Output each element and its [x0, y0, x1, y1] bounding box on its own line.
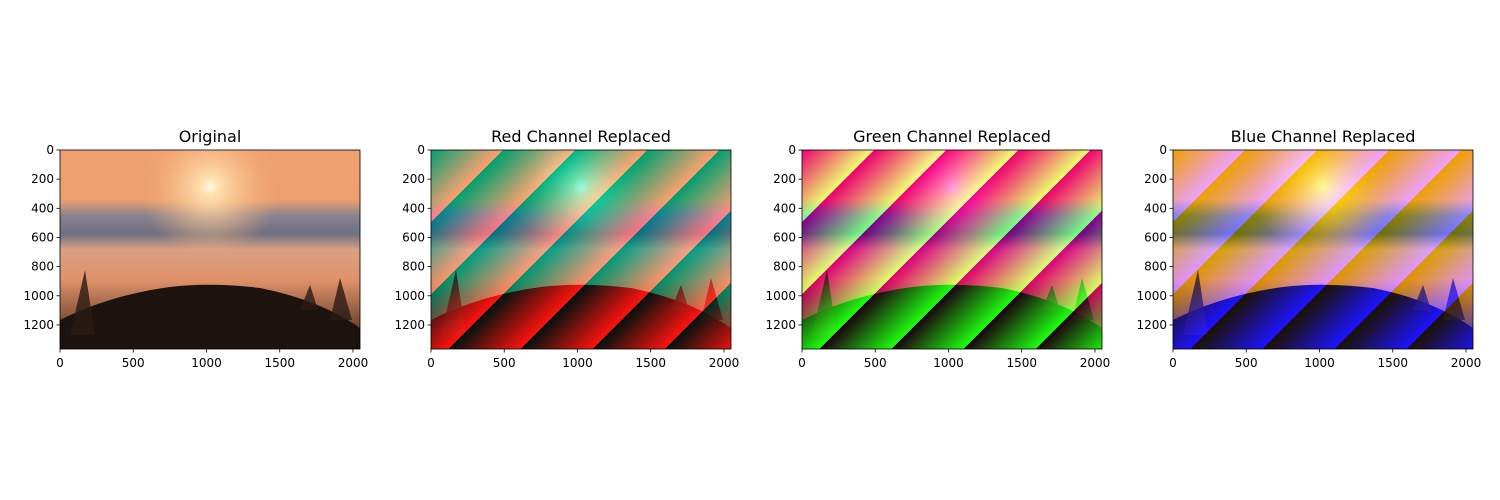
x-tick-label: 1500 — [635, 356, 666, 370]
y-tick-label: 800 — [1144, 260, 1167, 274]
y-tick-label: 1000 — [765, 289, 796, 303]
image — [802, 150, 1102, 349]
y-tick-label: 1200 — [23, 318, 54, 332]
y-tick-label: 600 — [31, 230, 54, 244]
x-tick-label: 0 — [427, 356, 435, 370]
y-tick-label: 1000 — [394, 289, 425, 303]
y-tick-label: 0 — [1159, 143, 1167, 157]
y-tick-label: 800 — [402, 260, 425, 274]
y-tick-label: 800 — [31, 260, 54, 274]
x-tick-label: 500 — [493, 356, 516, 370]
x-tick-label: 1000 — [191, 356, 222, 370]
x-tick-label: 500 — [864, 356, 887, 370]
x-tick-label: 1500 — [264, 356, 295, 370]
x-tick-label: 1000 — [933, 356, 964, 370]
x-tick-label: 1500 — [1377, 356, 1408, 370]
x-tick-label: 1000 — [1304, 356, 1335, 370]
subplot-title: Green Channel Replaced — [853, 127, 1051, 146]
y-tick-label: 400 — [31, 201, 54, 215]
y-tick-label: 0 — [46, 143, 54, 157]
y-tick-label: 0 — [417, 143, 425, 157]
x-tick-label: 2000 — [1451, 356, 1482, 370]
x-tick-label: 2000 — [338, 356, 369, 370]
y-tick-label: 600 — [773, 230, 796, 244]
x-tick-label: 1000 — [562, 356, 593, 370]
axes-frame — [430, 149, 732, 350]
subplot-title: Original — [179, 127, 242, 146]
y-tick-label: 1200 — [1136, 318, 1167, 332]
y-tick-label: 200 — [1144, 172, 1167, 186]
y-tick-label: 800 — [773, 260, 796, 274]
subplot: Red Channel Replaced 0 500 1000 1500 2000 0 200… — [394, 127, 739, 370]
y-tick-label: 1000 — [23, 289, 54, 303]
y-tick-label: 200 — [31, 172, 54, 186]
axes-frame — [59, 149, 361, 350]
subplot-title: Blue Channel Replaced — [1231, 127, 1416, 146]
axes-frame — [1172, 149, 1474, 350]
image — [1173, 150, 1473, 349]
x-tick-label: 500 — [1235, 356, 1258, 370]
x-tick-label: 2000 — [1080, 356, 1111, 370]
x-tick-label: 1500 — [1006, 356, 1037, 370]
y-tick-label: 1200 — [765, 318, 796, 332]
subplot: Blue Channel Replaced 0 500 1000 1500 2000 0 20… — [1136, 127, 1481, 370]
y-tick-label: 600 — [1144, 230, 1167, 244]
subplot: Original 0 500 1000 1500 2000 0 200 400 600 800 100… — [23, 127, 368, 370]
x-tick-label: 0 — [798, 356, 806, 370]
y-tick-label: 400 — [773, 201, 796, 215]
y-tick-label: 200 — [773, 172, 796, 186]
y-tick-label: 400 — [1144, 201, 1167, 215]
y-tick-label: 1200 — [394, 318, 425, 332]
x-tick-label: 0 — [56, 356, 64, 370]
y-tick-label: 200 — [402, 172, 425, 186]
x-tick-label: 2000 — [709, 356, 740, 370]
axes-frame — [801, 149, 1103, 350]
y-tick-label: 600 — [402, 230, 425, 244]
subplot-title: Red Channel Replaced — [491, 127, 671, 146]
y-tick-label: 400 — [402, 201, 425, 215]
image — [431, 150, 731, 349]
image — [60, 150, 360, 349]
x-tick-label: 500 — [122, 356, 145, 370]
y-tick-label: 0 — [788, 143, 796, 157]
x-tick-label: 0 — [1169, 356, 1177, 370]
subplot: Green Channel Replaced 0 500 1000 1500 2000 0 2… — [765, 127, 1110, 370]
y-tick-label: 1000 — [1136, 289, 1167, 303]
